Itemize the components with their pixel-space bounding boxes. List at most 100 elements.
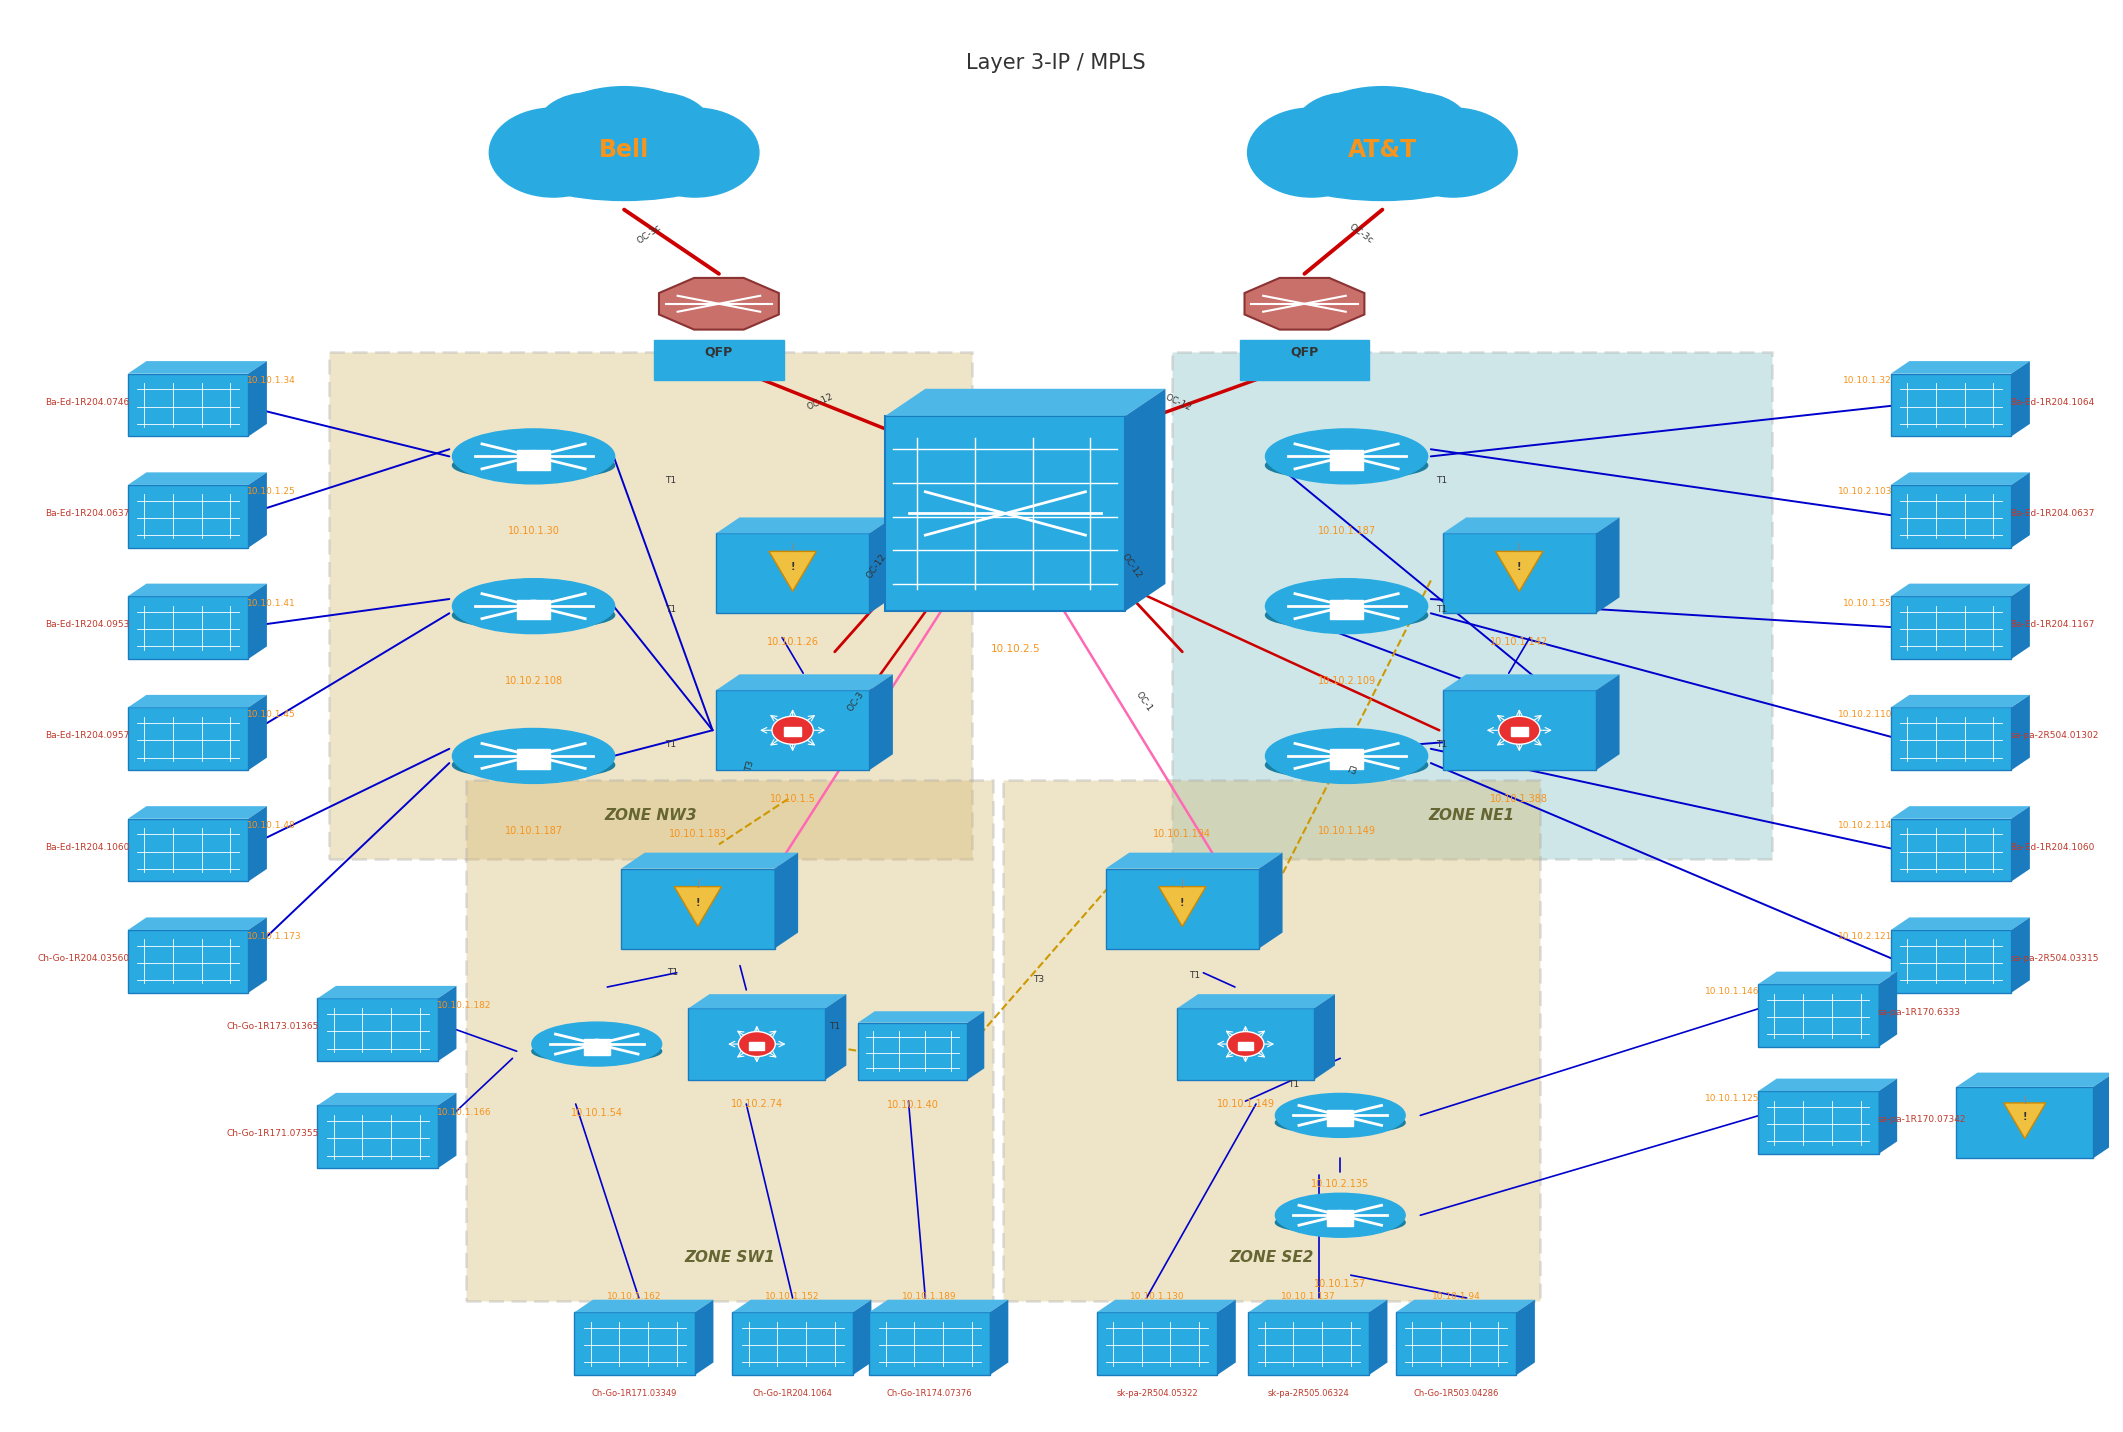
Polygon shape	[318, 1093, 456, 1106]
Text: ZONE NW3: ZONE NW3	[605, 808, 696, 823]
Polygon shape	[868, 674, 894, 770]
Polygon shape	[2004, 1103, 2047, 1138]
Polygon shape	[248, 918, 267, 992]
Text: ZONE SW1: ZONE SW1	[684, 1250, 775, 1266]
Polygon shape	[127, 918, 267, 929]
FancyBboxPatch shape	[329, 352, 972, 859]
FancyBboxPatch shape	[1444, 533, 1596, 613]
Ellipse shape	[1265, 430, 1427, 484]
FancyBboxPatch shape	[127, 485, 248, 547]
Text: 10.10.1.45: 10.10.1.45	[246, 710, 295, 719]
Text: 10.10.2.121: 10.10.2.121	[1839, 932, 1892, 941]
FancyBboxPatch shape	[584, 1038, 609, 1054]
Text: AT&T: AT&T	[1348, 137, 1416, 162]
Polygon shape	[1957, 1073, 2115, 1087]
Text: 10.10.1.48: 10.10.1.48	[246, 821, 295, 831]
Polygon shape	[2010, 695, 2030, 770]
FancyBboxPatch shape	[749, 1041, 764, 1050]
Text: Ch-Go-1R171.07355: Ch-Go-1R171.07355	[227, 1130, 318, 1138]
Ellipse shape	[1363, 93, 1469, 165]
Ellipse shape	[488, 107, 618, 198]
Text: 10.10.1.125: 10.10.1.125	[1705, 1094, 1760, 1103]
FancyBboxPatch shape	[127, 929, 248, 992]
FancyBboxPatch shape	[1444, 690, 1596, 770]
FancyBboxPatch shape	[715, 533, 868, 613]
Text: QFP: QFP	[1291, 345, 1318, 358]
FancyBboxPatch shape	[318, 998, 437, 1061]
Polygon shape	[437, 1093, 456, 1169]
Text: 10.10.1.149: 10.10.1.149	[1216, 1098, 1274, 1108]
Ellipse shape	[1276, 1094, 1405, 1137]
Text: 10.10.1.137: 10.10.1.137	[1282, 1292, 1335, 1300]
Ellipse shape	[452, 601, 616, 629]
Text: OC-12: OC-12	[1163, 392, 1193, 412]
FancyBboxPatch shape	[1892, 929, 2010, 992]
FancyBboxPatch shape	[575, 1312, 694, 1375]
Text: T1: T1	[1435, 475, 1448, 485]
Ellipse shape	[533, 1022, 662, 1065]
Text: 10.10.1.26: 10.10.1.26	[766, 637, 819, 647]
Text: !: !	[790, 563, 794, 573]
Text: T3: T3	[745, 759, 756, 772]
Text: 10.10.1.187: 10.10.1.187	[505, 826, 563, 836]
Ellipse shape	[537, 87, 711, 193]
FancyBboxPatch shape	[127, 374, 248, 437]
Polygon shape	[1106, 852, 1282, 869]
FancyBboxPatch shape	[1238, 1041, 1253, 1050]
Polygon shape	[675, 886, 722, 927]
Text: sa-pa-2R504.03315: sa-pa-2R504.03315	[2010, 954, 2098, 962]
FancyBboxPatch shape	[1172, 352, 1773, 859]
Polygon shape	[868, 517, 894, 613]
FancyBboxPatch shape	[1758, 1091, 1879, 1154]
Text: Bell: Bell	[599, 137, 650, 162]
FancyBboxPatch shape	[127, 707, 248, 770]
Text: 10.10.1.194: 10.10.1.194	[1153, 829, 1212, 839]
Text: T1: T1	[830, 1022, 841, 1031]
Text: T1: T1	[664, 740, 675, 749]
FancyBboxPatch shape	[1892, 819, 2010, 882]
Text: T1: T1	[1289, 1080, 1299, 1088]
Text: 10.10.1.388: 10.10.1.388	[1490, 793, 1548, 803]
FancyBboxPatch shape	[885, 415, 1125, 611]
Text: Ba-Ed-1R204.0957: Ba-Ed-1R204.0957	[45, 732, 130, 740]
Text: 10.10.1.130: 10.10.1.130	[1129, 1292, 1185, 1300]
Text: 10.10.1.166: 10.10.1.166	[437, 1108, 490, 1117]
Text: 10.10.1.40: 10.10.1.40	[887, 1100, 938, 1110]
Polygon shape	[1369, 1300, 1388, 1375]
Text: T1: T1	[1435, 740, 1448, 749]
Polygon shape	[127, 584, 267, 596]
FancyBboxPatch shape	[715, 690, 868, 770]
Text: 10.10.1.187: 10.10.1.187	[1318, 527, 1376, 536]
Text: sa-pa-1R170.07342: sa-pa-1R170.07342	[1877, 1116, 1966, 1124]
Polygon shape	[248, 806, 267, 882]
Ellipse shape	[1276, 1211, 1405, 1233]
Polygon shape	[1444, 517, 1620, 533]
FancyBboxPatch shape	[1240, 339, 1369, 379]
Text: Ch-Go-1R174.07376: Ch-Go-1R174.07376	[887, 1389, 972, 1398]
Ellipse shape	[603, 93, 711, 165]
Text: T1: T1	[664, 604, 675, 613]
Text: 10.10.1.173: 10.10.1.173	[246, 932, 301, 941]
Polygon shape	[775, 852, 798, 948]
FancyBboxPatch shape	[783, 727, 800, 736]
FancyBboxPatch shape	[1004, 780, 1541, 1300]
Text: OC-3c: OC-3c	[1348, 222, 1376, 245]
Polygon shape	[1176, 994, 1335, 1008]
Polygon shape	[1892, 584, 2030, 596]
Text: 10.10.1.55: 10.10.1.55	[1843, 599, 1892, 607]
Polygon shape	[1892, 473, 2030, 485]
Ellipse shape	[1265, 729, 1427, 783]
Ellipse shape	[533, 1040, 662, 1063]
FancyBboxPatch shape	[1106, 869, 1259, 948]
Text: 10.10.2.5: 10.10.2.5	[991, 644, 1040, 654]
Text: 10.10.1.149: 10.10.1.149	[1318, 826, 1376, 836]
Text: !: !	[2023, 1113, 2027, 1123]
FancyBboxPatch shape	[1327, 1110, 1352, 1126]
Polygon shape	[715, 517, 894, 533]
Ellipse shape	[1265, 451, 1427, 480]
FancyBboxPatch shape	[1957, 1087, 2093, 1158]
Polygon shape	[1758, 972, 1898, 984]
FancyBboxPatch shape	[127, 596, 248, 659]
Ellipse shape	[452, 430, 616, 484]
Text: T1: T1	[1435, 604, 1448, 613]
